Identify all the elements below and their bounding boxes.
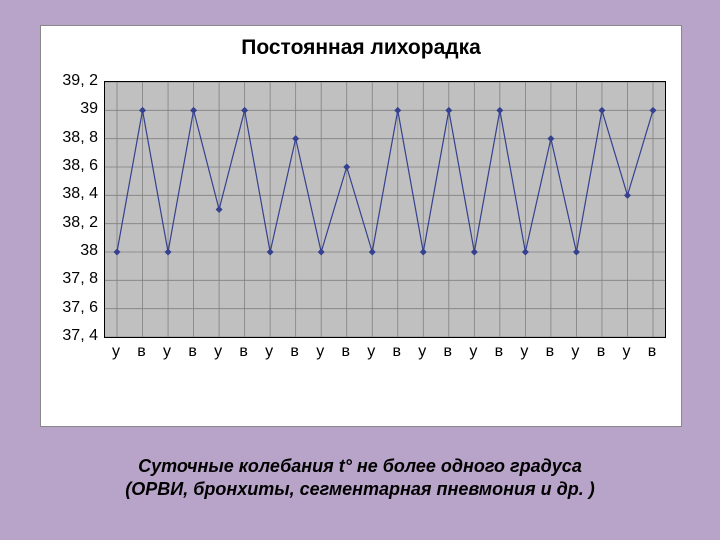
x-tick-label: у bbox=[418, 343, 426, 361]
data-marker bbox=[394, 107, 401, 114]
x-tick-label: у bbox=[469, 343, 477, 361]
data-marker bbox=[241, 107, 248, 114]
x-tick-label: в bbox=[137, 343, 146, 361]
x-tick-label: у bbox=[163, 343, 171, 361]
x-tick-label: у bbox=[214, 343, 222, 361]
y-tick-label: 38, 2 bbox=[62, 214, 98, 232]
x-tick-label: в bbox=[648, 343, 657, 361]
x-tick-label: у bbox=[265, 343, 273, 361]
y-tick-label: 38, 4 bbox=[62, 185, 98, 203]
data-marker bbox=[369, 249, 376, 256]
y-tick-label: 37, 4 bbox=[62, 327, 98, 345]
x-tick-label: в bbox=[546, 343, 555, 361]
data-marker bbox=[165, 249, 172, 256]
data-marker bbox=[420, 249, 427, 256]
x-tick-label: в bbox=[239, 343, 248, 361]
data-marker bbox=[650, 107, 657, 114]
data-marker bbox=[573, 249, 580, 256]
data-marker bbox=[292, 135, 299, 142]
data-marker bbox=[547, 135, 554, 142]
data-marker bbox=[598, 107, 605, 114]
x-axis: увувувувувувувувувувув bbox=[104, 343, 664, 373]
data-marker bbox=[343, 164, 350, 171]
x-tick-label: в bbox=[341, 343, 350, 361]
data-marker bbox=[190, 107, 197, 114]
x-tick-label: в bbox=[597, 343, 606, 361]
data-marker bbox=[445, 107, 452, 114]
y-tick-label: 38 bbox=[80, 242, 98, 260]
data-marker bbox=[216, 206, 223, 213]
x-tick-label: у bbox=[112, 343, 120, 361]
caption: Суточные колебания t° не более одного гр… bbox=[0, 455, 720, 502]
caption-line-1: Суточные колебания t° не более одного гр… bbox=[138, 456, 582, 476]
data-marker bbox=[267, 249, 274, 256]
chart-title: Постоянная лихорадка bbox=[41, 36, 681, 60]
data-marker bbox=[522, 249, 529, 256]
y-tick-label: 39, 2 bbox=[62, 72, 98, 90]
x-tick-label: в bbox=[444, 343, 453, 361]
y-tick-label: 38, 8 bbox=[62, 129, 98, 147]
plot-wrap: 39, 23938, 838, 638, 438, 23837, 837, 63… bbox=[56, 81, 666, 381]
data-marker bbox=[139, 107, 146, 114]
x-tick-label: в bbox=[188, 343, 197, 361]
x-tick-label: у bbox=[520, 343, 528, 361]
data-line bbox=[117, 110, 653, 252]
data-marker bbox=[471, 249, 478, 256]
chart-container: Постоянная лихорадка 39, 2 39 38, 8 38, 6 38… bbox=[40, 25, 682, 427]
line-chart-svg bbox=[105, 82, 665, 337]
data-marker bbox=[318, 249, 325, 256]
y-tick-label: 37, 8 bbox=[62, 270, 98, 288]
plot-area bbox=[104, 81, 666, 338]
data-marker bbox=[496, 107, 503, 114]
data-marker bbox=[624, 192, 631, 199]
y-tick-label: 38, 6 bbox=[62, 157, 98, 175]
y-tick-label: 39 bbox=[80, 100, 98, 118]
y-tick-label: 37, 6 bbox=[62, 299, 98, 317]
x-tick-label: в bbox=[495, 343, 504, 361]
data-marker bbox=[114, 249, 121, 256]
x-tick-label: у bbox=[622, 343, 630, 361]
x-tick-label: у bbox=[367, 343, 375, 361]
x-tick-label: у bbox=[316, 343, 324, 361]
x-tick-label: в bbox=[290, 343, 299, 361]
x-tick-label: у bbox=[571, 343, 579, 361]
x-tick-label: в bbox=[393, 343, 402, 361]
y-axis: 39, 23938, 838, 638, 438, 23837, 837, 63… bbox=[56, 81, 101, 336]
caption-line-2: (ОРВИ, бронхиты, сегментарная пневмония … bbox=[125, 479, 594, 499]
